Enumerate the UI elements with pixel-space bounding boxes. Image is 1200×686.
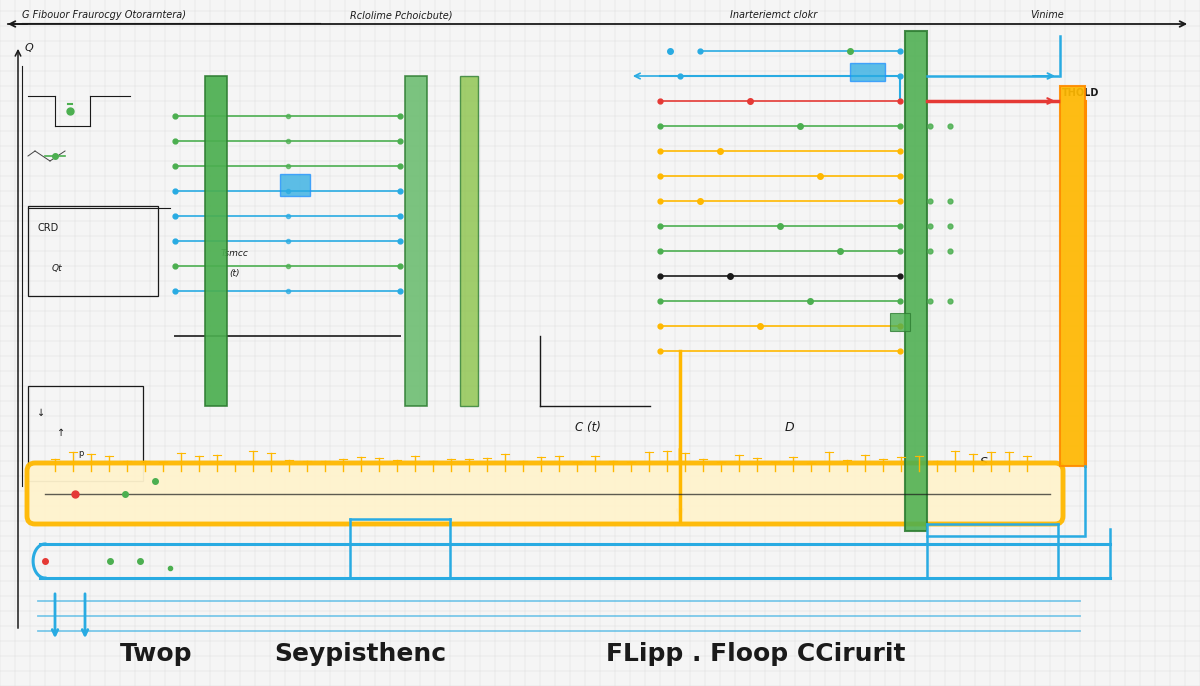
Bar <box>1060 86 1085 466</box>
Text: D: D <box>785 421 794 434</box>
Text: Twop: Twop <box>120 642 192 666</box>
Bar <box>890 313 910 331</box>
Text: Qt: Qt <box>52 264 62 273</box>
Bar <box>28 206 158 296</box>
Bar <box>406 76 427 406</box>
FancyBboxPatch shape <box>26 463 1063 524</box>
Text: $\downarrow$: $\downarrow$ <box>35 407 46 418</box>
Text: THOLD: THOLD <box>1062 88 1099 98</box>
Text: Seypisthenc: Seypisthenc <box>274 642 446 666</box>
Text: FLipp . Floop CCirurit: FLipp . Floop CCirurit <box>606 642 906 666</box>
Bar <box>280 174 310 196</box>
Text: Vinime: Vinime <box>1030 10 1063 20</box>
Text: Inarteriemct clokr: Inarteriemct clokr <box>730 10 817 20</box>
Bar <box>850 63 886 81</box>
Bar <box>460 76 478 406</box>
Bar <box>28 386 143 481</box>
Text: (t): (t) <box>229 269 240 278</box>
Text: G Fibouor Fraurocgy Otorarntera): G Fibouor Fraurocgy Otorarntera) <box>22 10 186 20</box>
Text: C (t): C (t) <box>575 421 601 434</box>
Text: Q: Q <box>25 43 34 53</box>
Text: $\uparrow$: $\uparrow$ <box>55 426 65 438</box>
Text: p: p <box>78 449 83 458</box>
Text: CRD: CRD <box>38 223 59 233</box>
Text: S: S <box>980 456 988 469</box>
Bar <box>905 31 928 531</box>
Text: Tsmcc: Tsmcc <box>221 249 248 258</box>
Bar <box>205 76 227 406</box>
Text: Rclolime Pchoicbute): Rclolime Pchoicbute) <box>350 10 452 20</box>
